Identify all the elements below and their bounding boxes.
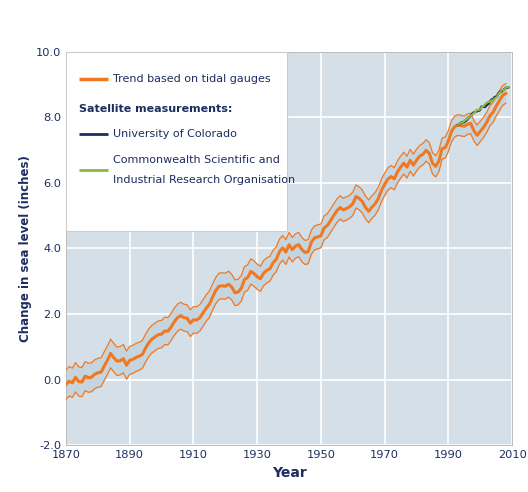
Text: Satellite measurements:: Satellite measurements: bbox=[79, 104, 233, 114]
Text: Commonwealth Scientific and: Commonwealth Scientific and bbox=[113, 155, 280, 165]
Text: Trend based on tidal gauges: Trend based on tidal gauges bbox=[113, 74, 270, 84]
Y-axis label: Change in sea level (inches): Change in sea level (inches) bbox=[18, 155, 32, 342]
Text: University of Colorado: University of Colorado bbox=[113, 129, 237, 139]
X-axis label: Year: Year bbox=[272, 465, 306, 480]
FancyBboxPatch shape bbox=[66, 52, 287, 231]
Text: Figure 1. Trends in Global Average Absolute Sea Level, 1870–2008: Figure 1. Trends in Global Average Absol… bbox=[6, 14, 472, 27]
Text: Industrial Research Organisation: Industrial Research Organisation bbox=[113, 175, 295, 184]
